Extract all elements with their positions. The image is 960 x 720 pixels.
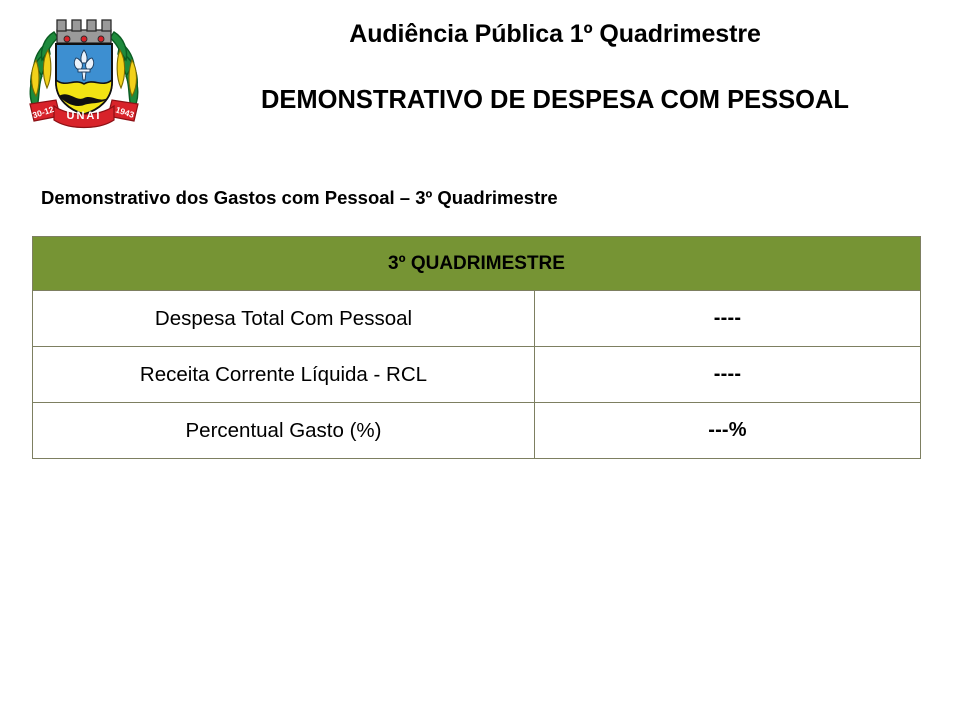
table-cell-value: ---- [534,346,921,403]
expenses-table-container: 3º QUADRIMESTRE Despesa Total Com Pessoa… [32,236,921,459]
crest-ribbon-center: UNAI [67,110,102,122]
coat-of-arms-icon: 30-12 UNAI 1943 [14,8,154,136]
table-cell-value: ---- [534,290,921,347]
slide-title-block: Audiência Pública 1º Quadrimestre DEMONS… [160,18,950,116]
page-subtitle-heading: DEMONSTRATIVO DE DESPESA COM PESSOAL [261,86,849,114]
table-cell-label: Receita Corrente Líquida - RCL [32,346,535,403]
table-row: Receita Corrente Líquida - RCL ---- [32,346,921,403]
table-header-cell: 3º QUADRIMESTRE [32,236,921,291]
table-cell-label: Percentual Gasto (%) [32,402,535,459]
table-header-row: 3º QUADRIMESTRE [32,236,921,291]
table-cell-value: ---% [534,402,921,459]
expenses-table: 3º QUADRIMESTRE Despesa Total Com Pessoa… [32,236,921,459]
table-row: Percentual Gasto (%) ---% [32,402,921,459]
table-row: Despesa Total Com Pessoal ---- [32,290,921,347]
section-subtitle: Demonstrativo dos Gastos com Pessoal – 3… [41,187,558,208]
table-cell-label: Despesa Total Com Pessoal [32,290,535,347]
page-title: Audiência Pública 1º Quadrimestre [349,20,761,48]
